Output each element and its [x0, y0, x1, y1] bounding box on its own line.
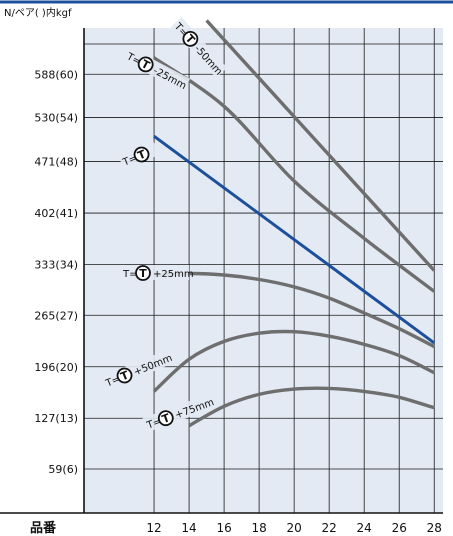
curve-label-suffix-25mm: +25mm — [153, 269, 194, 280]
series-line-3 — [153, 134, 436, 345]
y-tick-label-265: 265(27) — [34, 309, 78, 322]
curve-label-symbol-6: T — [160, 411, 172, 426]
x-tick-label-18: 18 — [251, 521, 266, 535]
series-line-2 — [153, 56, 436, 293]
circled-t-icon — [182, 30, 199, 47]
y-tick-label-588: 588(60) — [34, 68, 78, 81]
x-tick-label-22: 22 — [322, 521, 337, 535]
y-tick-labels: 59(6) 127(13) 196(20) 265(27) 333(34) 402(41)… — [34, 68, 78, 476]
x-tick-label-16: 16 — [216, 521, 231, 535]
grid — [84, 28, 443, 513]
x-axis-label: 品番 — [30, 520, 57, 536]
x-tick-label-12: 12 — [146, 521, 161, 535]
curve-label-symbol-4: T — [139, 267, 147, 280]
x-tick-label-28: 28 — [427, 521, 442, 535]
curve-label-3: T=T — [118, 141, 160, 170]
curve-label-bg-5 — [101, 350, 170, 391]
curve-label-bg-2 — [122, 46, 191, 93]
curve-label-4: T= T +25mm — [121, 265, 194, 281]
series-line-1 — [205, 19, 436, 272]
series-line-5 — [152, 329, 435, 393]
x-tick-label-14: 14 — [181, 521, 196, 535]
circled-t-icon — [116, 367, 133, 384]
y-tick-label-471: 471(48) — [34, 156, 78, 169]
y-tick-label-333: 333(34) — [34, 259, 78, 272]
y-tick-label-530: 530(54) — [34, 112, 78, 125]
circled-t-icon — [157, 410, 174, 427]
series-line-4 — [153, 271, 435, 349]
circled-t-icon — [137, 56, 154, 73]
x-tick-label-20: 20 — [287, 521, 302, 535]
circled-t-icon — [133, 146, 150, 163]
y-tick-label-127: 127(13) — [34, 412, 78, 425]
curve-label-1: T=T-50mm — [170, 17, 228, 78]
series-line-6 — [188, 386, 435, 428]
x-tick-label-24: 24 — [357, 521, 372, 535]
curve-label-prefix-4: T= — [122, 269, 138, 280]
curve-label-bg-1 — [170, 17, 228, 78]
unit-label: N/ペア( )内kgf — [4, 6, 72, 19]
x-tick-labels: 12 14 16 18 20 22 24 26 28 — [146, 521, 441, 535]
y-tick-label-402: 402(41) — [34, 207, 78, 220]
y-tick-label-59: 59(6) — [48, 463, 78, 476]
circled-t-icon — [135, 265, 151, 281]
series-group — [152, 19, 436, 428]
y-tick-label-196: 196(20) — [34, 361, 78, 374]
x-tick-label-26: 26 — [392, 521, 407, 535]
